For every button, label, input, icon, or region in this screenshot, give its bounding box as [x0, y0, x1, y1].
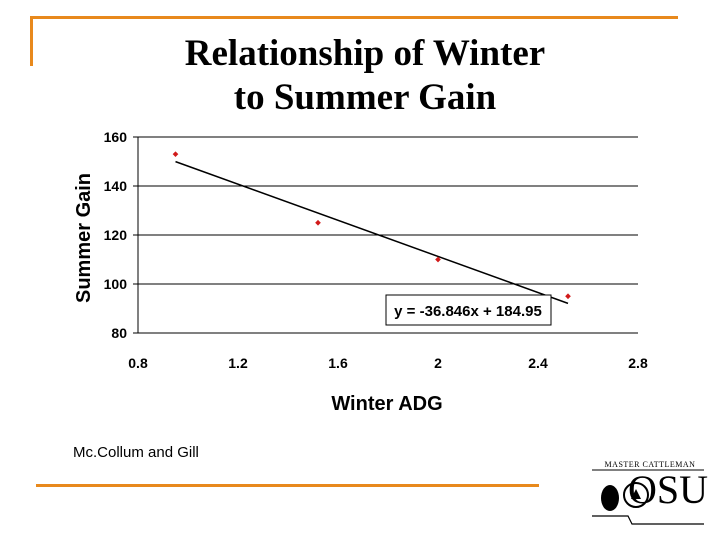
data-point — [172, 151, 179, 157]
top-accent-line — [30, 16, 678, 19]
y-tick-label: 140 — [104, 178, 128, 194]
x-tick-labels: 0.8 1.2 1.6 2 2.4 2.8 — [128, 355, 648, 371]
x-tick-label: 1.2 — [228, 355, 248, 371]
x-tick-label: 2.4 — [528, 355, 548, 371]
credit-text: Mc.Collum and Gill — [73, 444, 199, 461]
y-axis-title: Summer Gain — [73, 173, 95, 303]
y-tick-label: 80 — [111, 325, 127, 341]
trendline-equation: y = -36.846x + 184.95 — [394, 303, 542, 320]
logo-wordmark: OSU — [628, 467, 709, 512]
x-tick-label: 0.8 — [128, 355, 148, 371]
left-accent-line — [30, 16, 33, 66]
bottom-accent-line — [36, 484, 539, 487]
osu-cattleman-logo — [592, 469, 704, 525]
logo-caption: MASTER CATTLEMAN — [604, 460, 696, 469]
title-line-1: Relationship of Winter — [184, 33, 546, 74]
data-points — [172, 151, 571, 300]
y-tick-label: 100 — [104, 276, 128, 292]
equation-box — [385, 294, 552, 326]
slide-title: Relationship of Winter to Summer Gain — [100, 32, 630, 120]
y-tick-labels: 80 100 120 140 160 — [104, 129, 138, 341]
trendline — [175, 160, 569, 305]
y-tick-label: 120 — [104, 227, 128, 243]
y-tick-label: 160 — [104, 129, 128, 145]
gridlines — [138, 136, 638, 334]
data-point — [435, 256, 441, 263]
x-tick-label: 2.8 — [628, 355, 648, 371]
data-point — [565, 293, 571, 300]
x-tick-label: 1.6 — [328, 355, 348, 371]
title-line-2: to Summer Gain — [233, 77, 497, 118]
x-axis-title: Winter ADG — [331, 393, 442, 415]
x-tick-label: 2 — [434, 355, 442, 371]
data-point — [315, 219, 321, 226]
